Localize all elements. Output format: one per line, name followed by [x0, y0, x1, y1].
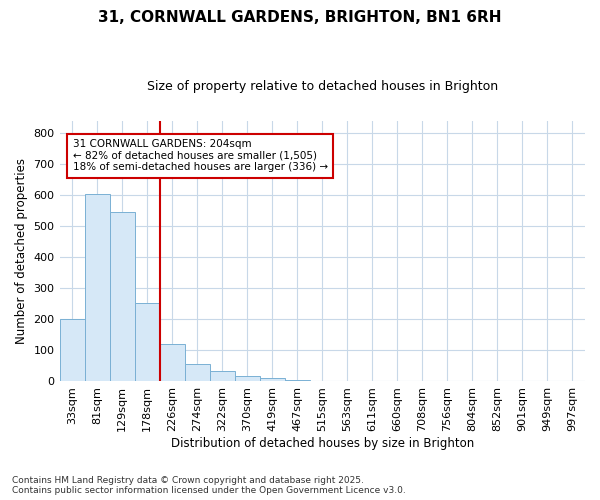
Bar — [85, 194, 110, 382]
Text: 31, CORNWALL GARDENS, BRIGHTON, BN1 6RH: 31, CORNWALL GARDENS, BRIGHTON, BN1 6RH — [98, 10, 502, 25]
X-axis label: Distribution of detached houses by size in Brighton: Distribution of detached houses by size … — [170, 437, 474, 450]
Text: 31 CORNWALL GARDENS: 204sqm
← 82% of detached houses are smaller (1,505)
18% of : 31 CORNWALL GARDENS: 204sqm ← 82% of det… — [73, 139, 328, 172]
Text: Contains HM Land Registry data © Crown copyright and database right 2025.
Contai: Contains HM Land Registry data © Crown c… — [12, 476, 406, 495]
Bar — [59, 320, 85, 382]
Title: Size of property relative to detached houses in Brighton: Size of property relative to detached ho… — [147, 80, 498, 93]
Bar — [310, 381, 335, 382]
Bar — [285, 380, 310, 382]
Y-axis label: Number of detached properties: Number of detached properties — [15, 158, 28, 344]
Bar — [185, 364, 209, 382]
Bar — [209, 370, 235, 382]
Bar — [160, 344, 185, 382]
Bar — [134, 303, 160, 382]
Bar — [110, 212, 134, 382]
Bar — [260, 378, 285, 382]
Bar — [235, 376, 260, 382]
